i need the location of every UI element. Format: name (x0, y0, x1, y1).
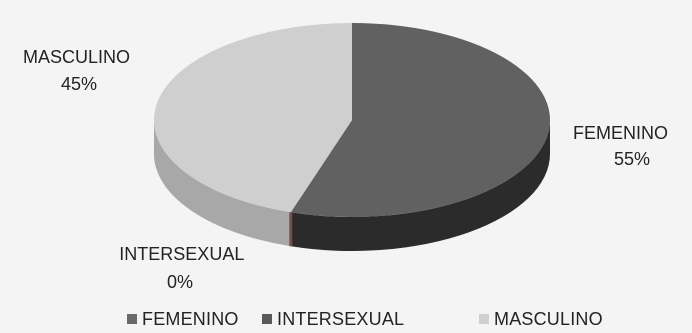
legend-label-intersexual: INTERSEXUAL (277, 309, 404, 329)
legend-item-femenino: FEMENINO (127, 309, 239, 329)
legend-item-masculino: MASCULINO (479, 309, 603, 329)
legend-swatch-femenino (127, 314, 137, 324)
data-label-femenino: FEMENINO 55% (573, 123, 673, 169)
data-label-femenino-name: FEMENINO (573, 123, 668, 143)
data-label-masculino-name: MASCULINO (23, 47, 130, 67)
pie-slice-femenino (290, 23, 550, 218)
data-label-intersexual-value: 0% (167, 272, 193, 292)
legend-swatch-masculino (479, 314, 489, 324)
chart-legend: FEMENINO INTERSEXUAL MASCULINO (127, 309, 603, 329)
data-label-masculino-value: 45% (61, 74, 97, 94)
data-label-femenino-value: 55% (614, 149, 650, 169)
pie-plot-area (154, 23, 550, 251)
data-label-intersexual-name: INTERSEXUAL (119, 244, 244, 264)
pie-side-masculino (154, 120, 291, 247)
legend-item-intersexual: INTERSEXUAL (262, 309, 404, 329)
legend-label-femenino: FEMENINO (142, 309, 239, 329)
pie-side-femenino (290, 120, 550, 251)
legend-label-masculino: MASCULINO (494, 309, 603, 329)
pie-slice-masculino (154, 23, 352, 213)
data-label-intersexual: INTERSEXUAL 0% (119, 244, 248, 292)
data-label-masculino: MASCULINO 45% (23, 47, 135, 94)
legend-swatch-intersexual (262, 314, 272, 324)
